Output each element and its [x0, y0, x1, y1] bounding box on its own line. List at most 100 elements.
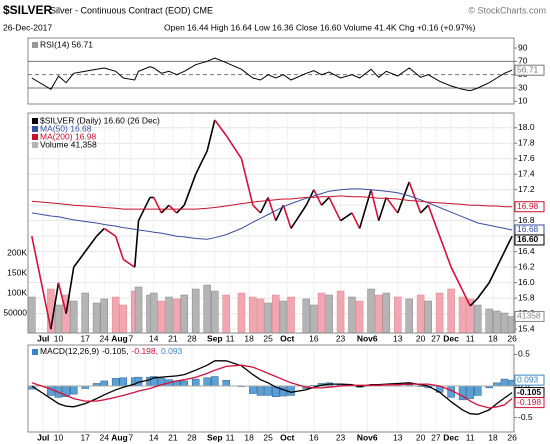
- quote: Open 16.44 High 16.64 Low 16.36 Close 16…: [164, 22, 476, 32]
- value-marker: 16.60: [514, 234, 545, 246]
- volume-bar: [180, 294, 189, 334]
- x-tick-label: Sep: [207, 432, 223, 442]
- x-tick-label: 21: [168, 333, 178, 343]
- volume-bar: [279, 300, 288, 334]
- x-tick-label: 23: [336, 432, 346, 442]
- histogram-bar: [264, 385, 272, 396]
- value-marker-label: 0.093: [517, 374, 539, 384]
- volume-bar: [100, 298, 108, 334]
- volume-bar: [249, 296, 257, 334]
- price-segment: [84, 235, 98, 253]
- price-segment: [133, 220, 140, 268]
- price-segment: [328, 197, 342, 222]
- histogram-bar: [203, 377, 211, 387]
- x-tick-label: 25: [263, 333, 273, 343]
- histogram-bar: [500, 378, 509, 387]
- moving-average: [31, 195, 513, 210]
- x-tick-label: 10: [54, 333, 64, 343]
- price-segment: [427, 204, 441, 237]
- legend-value: -0.105,: [102, 346, 128, 356]
- y-tick-label: 17.8: [518, 137, 535, 147]
- y-tick-label: 90: [518, 42, 528, 52]
- price-segment: [50, 282, 60, 330]
- price-segment: [153, 197, 163, 214]
- price-segment: [290, 204, 307, 229]
- x-tick-label: 25: [263, 432, 273, 442]
- price-segment: [183, 173, 197, 206]
- x-tick-label: Jul: [37, 432, 49, 442]
- x-tick-label: Oct: [280, 432, 294, 442]
- value-marker-label: 16.68: [517, 224, 539, 234]
- volume-bar: [211, 290, 219, 334]
- price-segment: [385, 196, 399, 214]
- price-segment: [477, 282, 490, 299]
- price-segment: [351, 212, 361, 229]
- volume-bar: [493, 310, 501, 334]
- histogram-bar: [191, 378, 200, 387]
- volume-bar: [474, 304, 482, 334]
- value-marker: 16.98: [514, 201, 545, 213]
- y-tick-label: 16.0: [518, 277, 535, 287]
- value-marker-label: 16.60: [517, 234, 539, 244]
- x-tick-label: 20: [416, 333, 426, 343]
- volume-bar: [264, 302, 272, 334]
- x-tick-label: 18: [488, 333, 498, 343]
- x-tick-label: 28: [187, 432, 197, 442]
- panel-title: RSI(14) 56.71: [40, 39, 93, 49]
- x-tick-label: 28: [187, 333, 197, 343]
- x-tick-label: 27: [431, 432, 441, 442]
- histogram-bar: [111, 378, 120, 387]
- x-tick-label: 16: [309, 432, 319, 442]
- histogram-bar: [466, 385, 474, 399]
- value-marker-box: [514, 234, 545, 246]
- x-tick-label: 17: [80, 432, 90, 442]
- price-segment: [240, 158, 254, 206]
- chart-title: Silver - Continuous Contract (EOD) CME: [50, 5, 213, 15]
- histogram-bar: [119, 377, 128, 387]
- price-segment: [252, 204, 262, 214]
- volume-bar: [92, 302, 101, 334]
- y-tick-label: 15.8: [518, 292, 535, 302]
- x-tick-label: 7: [129, 333, 134, 343]
- legend-label: $SILVER (Daily) 16.60 (26 Dec): [40, 115, 160, 125]
- legend-swatch: [32, 142, 38, 148]
- price-segment: [122, 258, 136, 268]
- price-segment: [31, 236, 52, 330]
- y-tick-label: 17.2: [518, 184, 535, 194]
- volume-bar: [435, 292, 444, 334]
- volume-bar: [28, 296, 36, 334]
- volume-bar: [325, 294, 333, 334]
- price-segment: [461, 290, 471, 307]
- x-tick-label: 11: [466, 432, 475, 442]
- x-tick-label: 10: [54, 432, 64, 442]
- x-tick-label: 18: [488, 432, 498, 442]
- value-marker: 56.71: [514, 64, 545, 76]
- price-segment: [358, 189, 372, 229]
- volume-bar: [150, 292, 158, 334]
- volume-bar: [310, 304, 318, 334]
- rsi-line: [31, 57, 513, 92]
- x-tick-label: 13: [393, 333, 403, 343]
- volume-bar: [111, 296, 120, 334]
- x-tick-label: 14: [149, 432, 159, 442]
- x-tick-label: 24: [100, 333, 110, 343]
- volume-bar: [81, 292, 89, 334]
- x-tick-label: Jul: [37, 333, 49, 343]
- legend-swatch: [32, 126, 38, 132]
- legend-label: MA(50) 16.68: [40, 123, 92, 133]
- price-segment: [496, 251, 506, 268]
- volume-bar: [172, 298, 181, 334]
- price-segment: [206, 119, 216, 152]
- volume-bar: [302, 298, 311, 334]
- value-marker-box: [514, 374, 545, 386]
- x-tick-label: 18: [244, 432, 254, 442]
- legend-value: 0.093: [161, 346, 183, 356]
- y-tick-label: 16.4: [518, 246, 535, 256]
- volume-bar: [416, 294, 425, 334]
- x-tick-label: Dec: [443, 333, 459, 343]
- volume-bar: [256, 298, 265, 334]
- x-tick-label: Sep: [207, 333, 223, 343]
- volume-bar: [405, 298, 413, 334]
- x-tick-label: 11: [226, 432, 235, 442]
